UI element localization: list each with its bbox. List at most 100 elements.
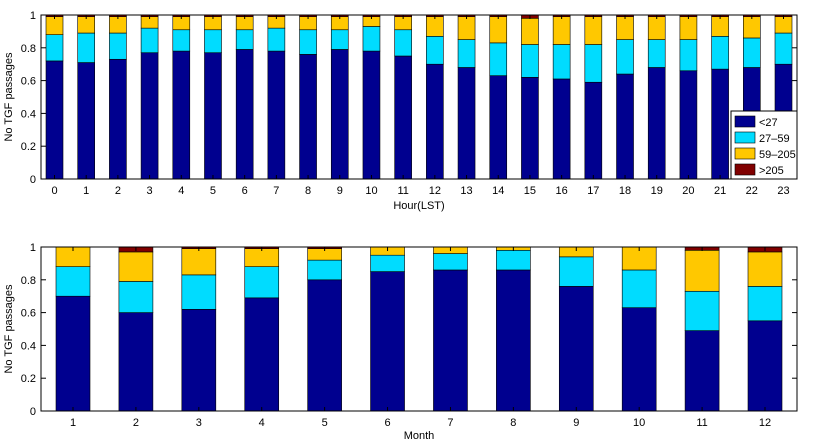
x-tick-label: 9 xyxy=(337,185,343,197)
bar-segment-3-c27_59 xyxy=(181,274,217,310)
x-tick-label: 15 xyxy=(524,185,536,197)
bar-segment-4-c59_205 xyxy=(244,248,280,267)
bar-segment-12-lt27 xyxy=(426,63,444,180)
bar-segment-6-lt27 xyxy=(370,271,405,412)
bar-segment-14-c59_205 xyxy=(489,16,508,44)
bar-segment-17-c59_205 xyxy=(584,16,603,45)
legend-label-gt205: >205 xyxy=(759,165,784,177)
x-tick-label: 2 xyxy=(115,185,121,197)
bar-segment-9-lt27 xyxy=(330,49,349,180)
bar-segment-19-c59_205 xyxy=(647,16,666,40)
bar-segment-18-lt27 xyxy=(616,73,634,180)
x-tick-label: 3 xyxy=(196,417,202,429)
x-tick-label: 18 xyxy=(619,185,631,197)
legend-swatch-gt205 xyxy=(734,163,756,176)
bar-segment-5-c27_59 xyxy=(204,29,222,54)
x-tick-label: 12 xyxy=(429,185,441,197)
bar-segment-19-c27_59 xyxy=(647,39,666,68)
bar-segment-1-c59_205 xyxy=(77,16,95,34)
y-tick-label: 0.4 xyxy=(21,108,36,120)
bar-segment-5-lt27 xyxy=(307,279,342,412)
x-tick-label: 2 xyxy=(133,417,139,429)
bar-segment-3-lt27 xyxy=(140,52,159,180)
bar-segment-23-c27_59 xyxy=(774,32,793,65)
monthly-x-axis-label: Month xyxy=(404,430,435,442)
bar-segment-2-c27_59 xyxy=(109,32,127,60)
bar-segment-15-c59_205 xyxy=(521,17,539,45)
bar-segment-10-lt27 xyxy=(362,50,381,180)
bar-segment-7-lt27 xyxy=(433,269,468,412)
x-tick-label: 1 xyxy=(70,417,76,429)
bar-segment-2-c27_59 xyxy=(118,281,154,313)
y-tick-label: 0.2 xyxy=(21,373,36,385)
bar-segment-1-c27_59 xyxy=(55,266,91,297)
x-tick-label: 11 xyxy=(696,417,707,429)
bar-segment-20-c59_205 xyxy=(679,16,698,40)
x-tick-label: 4 xyxy=(259,417,265,429)
x-tick-label: 14 xyxy=(492,185,504,197)
bar-segment-16-c27_59 xyxy=(552,44,571,80)
bar-segment-7-c27_59 xyxy=(267,27,286,52)
legend-swatch-c59_205 xyxy=(734,147,756,160)
legend-label-c59_205: 59–205 xyxy=(759,149,796,161)
bar-segment-5-c27_59 xyxy=(307,259,342,281)
bar-segment-5-lt27 xyxy=(204,52,222,180)
bar-segment-6-lt27 xyxy=(235,49,254,180)
y-tick-label: 0.6 xyxy=(21,76,36,88)
hourly-y-axis-label: No TGF passages xyxy=(3,52,15,142)
bar-segment-1-lt27 xyxy=(55,295,91,412)
bar-segment-4-lt27 xyxy=(172,50,191,180)
bar-segment-11-c27_59 xyxy=(394,29,412,57)
bar-segment-10-c27_59 xyxy=(362,26,381,52)
y-tick-label: 0.8 xyxy=(21,275,36,287)
bar-segment-12-c27_59 xyxy=(747,286,783,322)
bar-segment-1-lt27 xyxy=(77,62,95,180)
bar-segment-8-c27_59 xyxy=(496,249,531,271)
monthly-axes-frame xyxy=(40,246,798,412)
bar-segment-20-c27_59 xyxy=(679,39,698,72)
bar-segment-1-c27_59 xyxy=(77,32,95,63)
bar-segment-7-lt27 xyxy=(267,50,286,180)
bar-segment-6-c27_59 xyxy=(235,29,254,50)
y-tick-label: 0.2 xyxy=(21,141,36,153)
bar-segment-6-c27_59 xyxy=(370,254,405,272)
legend-label-lt27: <27 xyxy=(759,117,778,129)
x-tick-label: 13 xyxy=(460,185,472,197)
x-tick-label: 10 xyxy=(633,417,645,429)
bar-segment-18-c59_205 xyxy=(616,16,634,40)
bar-segment-8-lt27 xyxy=(299,54,317,180)
bar-segment-9-c27_59 xyxy=(558,256,594,287)
bar-segment-4-lt27 xyxy=(244,297,280,412)
x-tick-label: 8 xyxy=(305,185,311,197)
hourly-chart: 00.20.40.60.81 0 1 2 3 4 5 6 7 8 9 10 11 12 13 14 15 16 1… xyxy=(3,10,798,212)
bar-segment-10-c27_59 xyxy=(621,269,657,308)
bar-segment-8-c27_59 xyxy=(299,29,317,55)
x-tick-label: 12 xyxy=(759,417,771,429)
bar-segment-7-c27_59 xyxy=(433,253,468,271)
bar-segment-0-c59_205 xyxy=(45,16,64,35)
bar-segment-2-c59_205 xyxy=(109,16,127,34)
bar-segment-11-c27_59 xyxy=(684,290,720,331)
bar-segment-15-c27_59 xyxy=(521,44,539,78)
y-tick-label: 1 xyxy=(30,242,36,254)
bar-segment-3-c59_205 xyxy=(181,248,217,276)
bar-segment-18-c27_59 xyxy=(616,39,634,75)
bar-segment-12-c27_59 xyxy=(426,36,444,65)
bar-segment-21-c27_59 xyxy=(711,36,729,70)
monthly-x-axis: 1 2 3 4 5 6 7 8 9 10 11 12 xyxy=(70,247,771,429)
y-tick-label: 0.6 xyxy=(21,308,36,320)
monthly-bars xyxy=(55,246,783,412)
bar-segment-2-c59_205 xyxy=(118,251,154,282)
y-tick-label: 1 xyxy=(30,10,36,22)
bar-segment-9-lt27 xyxy=(558,286,594,412)
bar-segment-10-lt27 xyxy=(621,307,657,412)
x-tick-label: 3 xyxy=(147,185,153,197)
y-tick-label: 0.4 xyxy=(21,340,36,352)
bar-segment-21-lt27 xyxy=(711,68,729,180)
bar-segment-23-c59_205 xyxy=(774,16,793,34)
bar-segment-0-lt27 xyxy=(45,60,64,180)
x-tick-label: 17 xyxy=(587,185,599,197)
bar-segment-15-lt27 xyxy=(521,77,539,180)
bar-segment-17-c27_59 xyxy=(584,44,603,83)
